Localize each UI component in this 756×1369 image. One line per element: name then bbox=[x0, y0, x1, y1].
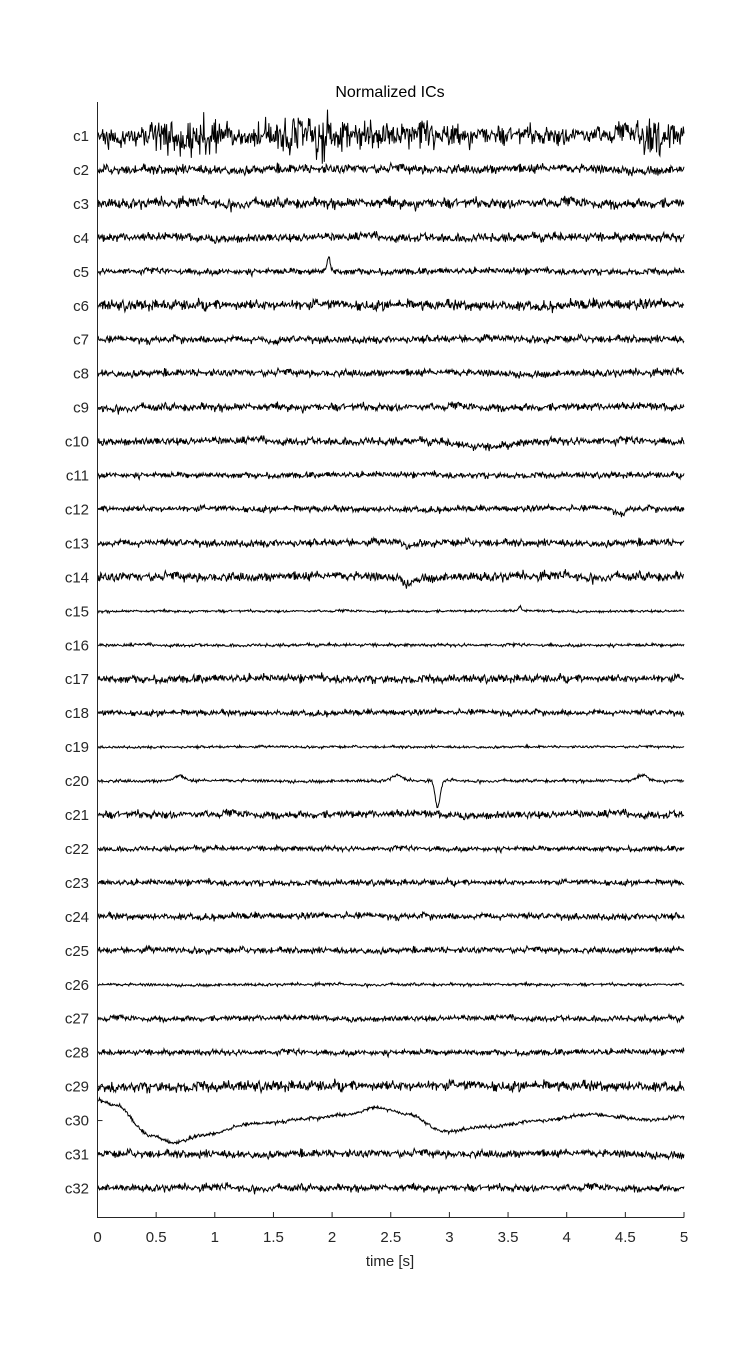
trace-c27 bbox=[97, 1012, 685, 1024]
trace-c6 bbox=[97, 297, 685, 314]
channel-label-c31: c31 bbox=[65, 1147, 89, 1164]
trace-c16 bbox=[97, 641, 685, 649]
trace-c8 bbox=[97, 366, 685, 380]
channel-label-c21: c21 bbox=[65, 807, 89, 824]
trace-c21 bbox=[97, 808, 685, 821]
trace-c31 bbox=[97, 1147, 685, 1161]
channel-label-c29: c29 bbox=[65, 1079, 89, 1096]
trace-c32 bbox=[97, 1182, 685, 1195]
trace-c10 bbox=[97, 434, 685, 452]
channel-labels: c1 c2 c3 c4 c5 c6 c7 c8 c9 c10 c11 c12 c13 c14 c15 c16 c… bbox=[65, 128, 103, 1197]
trace-c23 bbox=[97, 876, 685, 889]
trace-c17 bbox=[97, 672, 685, 686]
channel-label-c19: c19 bbox=[65, 739, 89, 756]
channel-label-c23: c23 bbox=[65, 875, 89, 892]
channel-label-c15: c15 bbox=[65, 603, 89, 620]
channel-label-c16: c16 bbox=[65, 637, 89, 654]
trace-c26 bbox=[97, 980, 685, 989]
channel-label-c14: c14 bbox=[65, 569, 89, 586]
trace-c28 bbox=[97, 1047, 685, 1059]
trace-c19 bbox=[97, 743, 685, 751]
channel-label-c7: c7 bbox=[73, 332, 89, 349]
trace-c22 bbox=[97, 843, 685, 855]
trace-c9 bbox=[97, 401, 685, 415]
channel-label-c20: c20 bbox=[65, 773, 89, 790]
x-tick-label-5: 5 bbox=[680, 1229, 688, 1246]
x-tick-label-3.5: 3.5 bbox=[498, 1229, 519, 1246]
trace-c14 bbox=[97, 569, 685, 589]
channel-label-c9: c9 bbox=[73, 400, 89, 417]
x-tick-label-4.5: 4.5 bbox=[615, 1229, 636, 1246]
channel-label-c26: c26 bbox=[65, 977, 89, 994]
chart-title: Normalized ICs bbox=[335, 84, 444, 101]
trace-c15 bbox=[97, 604, 685, 615]
channel-label-c25: c25 bbox=[65, 943, 89, 960]
channel-label-c30: c30 bbox=[65, 1113, 89, 1130]
trace-c3 bbox=[97, 195, 685, 213]
channel-label-c5: c5 bbox=[73, 264, 89, 281]
channel-label-c10: c10 bbox=[65, 434, 89, 451]
x-tick-label-2: 2 bbox=[328, 1229, 336, 1246]
x-tick-label-1: 1 bbox=[211, 1229, 219, 1246]
channel-label-c28: c28 bbox=[65, 1045, 89, 1062]
channel-label-c27: c27 bbox=[65, 1011, 89, 1028]
trace-c29 bbox=[97, 1078, 685, 1095]
trace-c7 bbox=[97, 333, 685, 347]
channel-label-c1: c1 bbox=[73, 128, 89, 145]
trace-c13 bbox=[97, 536, 685, 550]
channel-label-c24: c24 bbox=[65, 909, 89, 926]
channel-label-c11: c11 bbox=[66, 468, 89, 485]
x-tick-label-1.5: 1.5 bbox=[263, 1229, 284, 1246]
channel-label-c18: c18 bbox=[65, 705, 89, 722]
channel-label-c32: c32 bbox=[65, 1180, 89, 1197]
trace-c11 bbox=[97, 470, 685, 482]
trace-c24 bbox=[97, 910, 685, 923]
trace-c30 bbox=[97, 1096, 685, 1146]
channel-label-c2: c2 bbox=[73, 162, 89, 179]
channel-label-c22: c22 bbox=[65, 841, 89, 858]
trace-c5 bbox=[97, 256, 685, 279]
trace-c12 bbox=[97, 502, 685, 518]
x-tick-label-0.5: 0.5 bbox=[146, 1229, 167, 1246]
x-tick-label-0: 0 bbox=[93, 1229, 101, 1246]
x-tick-label-3: 3 bbox=[445, 1229, 453, 1246]
x-tick-label-4: 4 bbox=[563, 1229, 571, 1246]
channel-label-c6: c6 bbox=[73, 298, 89, 315]
trace-c18 bbox=[97, 707, 685, 718]
trace-c2 bbox=[97, 161, 685, 177]
trace-c1 bbox=[97, 109, 685, 164]
trace-c20 bbox=[97, 772, 685, 809]
channel-label-c12: c12 bbox=[65, 501, 89, 518]
trace-c4 bbox=[97, 230, 685, 244]
channel-label-c3: c3 bbox=[73, 196, 89, 213]
trace-c25 bbox=[97, 944, 684, 956]
x-ticks: 0 0.5 1 1.5 2 2.5 3 3.5 4 4.5 5 bbox=[93, 1212, 688, 1246]
channel-label-c4: c4 bbox=[73, 230, 89, 247]
channel-label-c8: c8 bbox=[73, 366, 89, 383]
x-tick-label-2.5: 2.5 bbox=[380, 1229, 401, 1246]
traces-group bbox=[97, 109, 685, 1195]
channel-label-c17: c17 bbox=[65, 671, 89, 688]
x-axis-label: time [s] bbox=[366, 1253, 414, 1270]
channel-label-c13: c13 bbox=[65, 535, 89, 552]
